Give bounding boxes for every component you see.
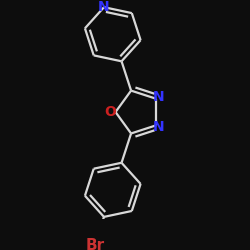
Text: N: N [153, 90, 164, 104]
Text: Br: Br [85, 238, 104, 250]
Text: N: N [153, 120, 164, 134]
Text: N: N [98, 0, 110, 14]
Text: O: O [104, 105, 116, 119]
